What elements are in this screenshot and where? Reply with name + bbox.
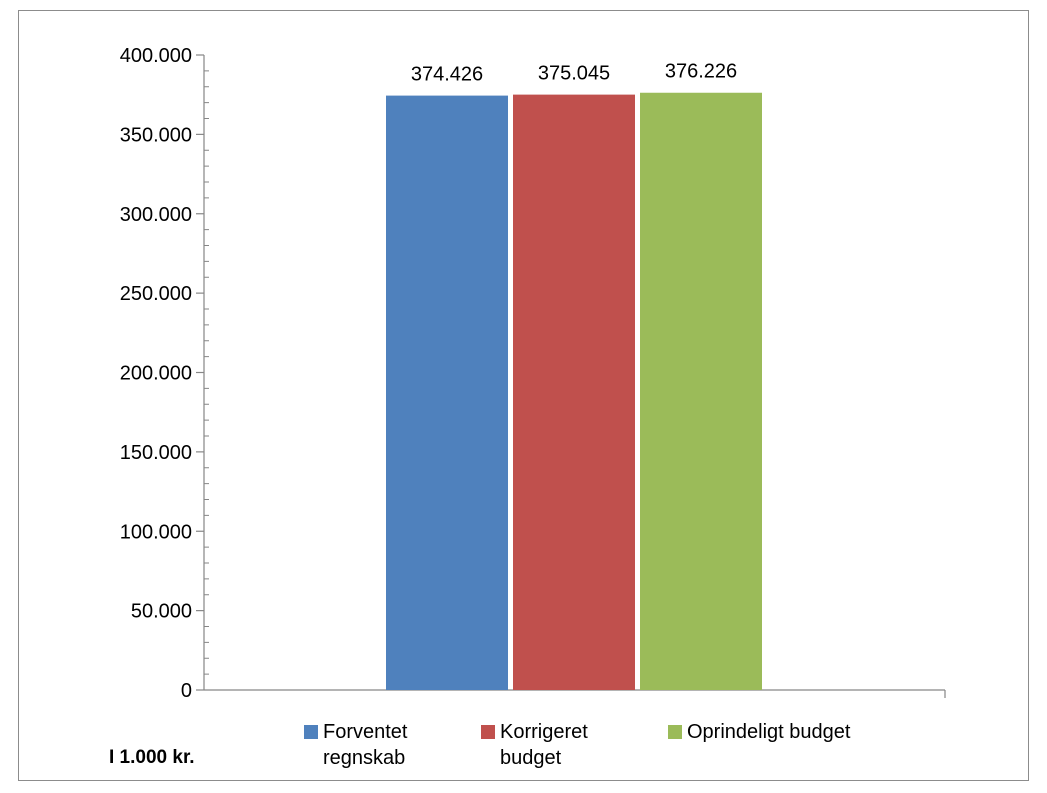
legend-item-oprindeligt-budget: Oprindeligt budget: [668, 719, 850, 745]
legend-label-line1: Korrigeret: [500, 721, 588, 743]
legend-label-line1: Forventet: [323, 721, 408, 743]
y-axis: 0 50.000 100.000 150.000 200.000 250.000 300.0…: [120, 45, 209, 702]
data-label-1: 375.045: [538, 63, 610, 85]
legend-label-line1: Oprindeligt budget: [687, 721, 851, 743]
legend-item-korrigeret-budget: Korrigeret budget: [481, 719, 588, 771]
bar-2: [640, 92, 762, 691]
legend-swatch-blue: [304, 725, 318, 739]
data-label-2: 376.226: [665, 61, 737, 83]
y-tick-label: 350.000: [120, 124, 192, 146]
legend-item-forventet-regnskab: Forventet regnskab: [304, 719, 407, 771]
legend-label-line2: regnskab: [323, 747, 406, 769]
data-label-0: 374.426: [411, 64, 483, 86]
y-tick-label: 100.000: [120, 521, 192, 543]
y-tick-label: 200.000: [120, 363, 192, 385]
legend-swatch-red: [481, 725, 495, 739]
legend-label-line2: budget: [500, 747, 562, 769]
x-axis: [204, 689, 946, 698]
unit-note: I 1.000 kr.: [109, 747, 195, 768]
y-tick-label: 0: [181, 680, 192, 702]
bar-1: [513, 94, 635, 690]
legend-swatch-green: [668, 725, 682, 739]
y-tick-label: 50.000: [131, 601, 192, 623]
data-labels: 374.426 375.045 376.226: [411, 61, 737, 86]
y-tick-label: 150.000: [120, 442, 192, 464]
bars: [386, 92, 762, 691]
bar-0: [386, 95, 508, 690]
y-tick-label: 250.000: [120, 283, 192, 305]
y-tick-label: 400.000: [120, 45, 192, 67]
y-tick-label: 300.000: [120, 204, 192, 226]
chart-frame: [18, 10, 1029, 781]
